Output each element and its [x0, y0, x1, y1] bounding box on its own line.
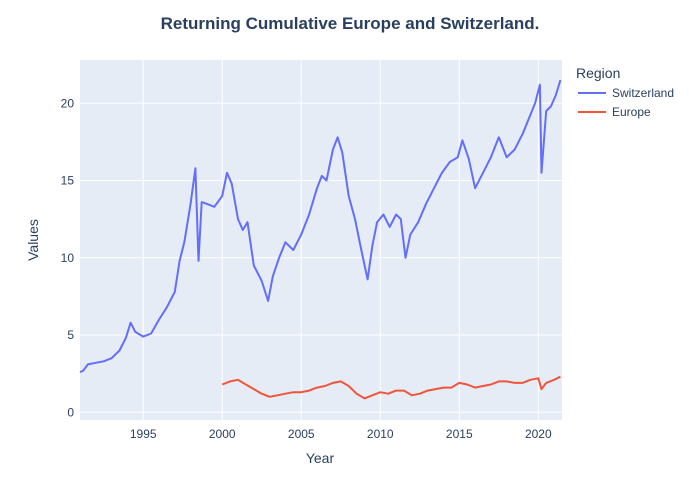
y-tick-label: 0: [67, 405, 74, 419]
legend[interactable]: Region Switzerland Europe: [576, 65, 674, 119]
series-line-switzerland: [79, 79, 562, 374]
legend-item-europe[interactable]: Europe: [578, 105, 651, 119]
series-lines: [79, 79, 562, 400]
x-gridlines: [142, 60, 539, 420]
legend-label: Switzerland: [612, 86, 674, 100]
x-tick-label: 1995: [130, 427, 157, 441]
y-tick-label: 15: [61, 174, 75, 188]
y-tick-label: 20: [61, 96, 75, 110]
x-tick-label: 2015: [446, 427, 473, 441]
x-tick-label: 2005: [288, 427, 315, 441]
x-tick-label: 2020: [525, 427, 552, 441]
plot-background: [80, 60, 562, 420]
x-tick-label: 2010: [367, 427, 394, 441]
y-tick-label: 5: [67, 328, 74, 342]
x-axis-title: Year: [306, 450, 335, 466]
x-axis-ticks: 1995 2000 2005 2010 2015 2020: [130, 427, 552, 441]
legend-items[interactable]: Switzerland Europe: [578, 86, 674, 119]
legend-label: Europe: [612, 105, 651, 119]
y-axis-ticks: 0 5 10 15 20: [61, 96, 75, 419]
chart-title: Returning Cumulative Europe and Switzerl…: [161, 14, 540, 33]
legend-item-switzerland[interactable]: Switzerland: [578, 86, 674, 100]
y-tick-label: 10: [61, 251, 75, 265]
y-gridlines: [80, 102, 562, 413]
x-tick-label: 2000: [209, 427, 236, 441]
y-axis-title: Values: [25, 219, 41, 261]
legend-title: Region: [576, 65, 620, 81]
series-line-europe: [221, 375, 561, 400]
